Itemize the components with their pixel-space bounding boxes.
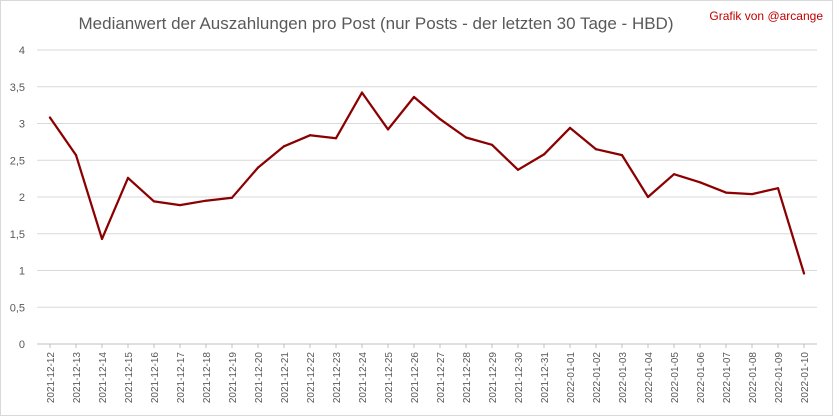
chart-credit: Grafik von @arcange [709,9,823,23]
x-tick-label: 2021-12-19 [228,352,239,404]
y-tick-label: 1 [19,266,25,278]
x-tick-label: 2022-01-07 [722,352,733,404]
x-tick-label: 2022-01-06 [696,352,707,404]
data-point [490,143,494,146]
data-point [178,203,182,207]
data-point [776,187,780,190]
data-point [152,200,156,203]
data-point [386,128,390,131]
x-tick-label: 2021-12-12 [46,352,57,404]
x-tick-label: 2022-01-02 [592,352,603,404]
series-line [48,91,806,275]
data-point [360,91,364,94]
data-point [308,134,312,137]
y-tick-label: 2 [19,192,25,204]
data-point [204,199,208,202]
data-point [230,196,234,199]
data-point [698,181,702,184]
y-tick-label: 4 [19,45,25,57]
data-point [724,191,728,194]
data-point [126,176,130,179]
y-tick-label: 0 [19,339,25,351]
x-tick-label: 2021-12-28 [462,352,473,404]
x-tick-label: 2021-12-23 [332,352,343,404]
x-tick-label: 2021-12-25 [384,352,395,404]
data-point [256,166,260,169]
x-axis-ticks: 2021-12-12 2021-12-13 2021-12-14 2021-12-15… [46,344,811,403]
data-point [568,126,572,130]
x-tick-label: 2021-12-26 [410,352,421,404]
x-tick-label: 2021-12-31 [540,352,551,404]
x-tick-label: 2022-01-01 [566,352,577,404]
x-tick-label: 2021-12-21 [280,352,291,404]
data-point [334,137,338,140]
x-tick-label: 2021-12-20 [254,352,265,404]
data-point [100,237,104,240]
x-tick-label: 2021-12-24 [358,352,369,404]
data-point [74,154,78,157]
data-point [672,173,676,176]
data-point [516,168,520,171]
y-tick-label: 3,5 [10,82,25,94]
data-point [646,195,650,199]
chart-title: Medianwert der Auszahlungen pro Post (nu… [79,14,674,33]
x-tick-label: 2022-01-04 [644,352,655,404]
x-tick-label: 2021-12-18 [202,352,213,404]
x-tick-label: 2022-01-10 [800,352,811,404]
y-tick-label: 2,5 [10,155,25,167]
data-point [464,136,468,139]
data-point [48,116,52,119]
x-tick-label: 2021-12-22 [306,352,317,404]
data-point [282,145,286,148]
data-point [802,272,806,275]
y-tick-label: 1,5 [10,229,25,241]
data-point [620,154,624,157]
x-tick-label: 2022-01-05 [670,352,681,404]
data-point [438,117,442,121]
x-tick-label: 2022-01-08 [748,352,759,404]
data-point [412,95,416,99]
y-axis-ticks: 0 0,5 1 1,5 2 2,5 3 3,5 4 [10,45,25,351]
x-tick-label: 2022-01-03 [618,352,629,404]
gridlines [37,49,817,345]
x-tick-label: 2021-12-16 [150,352,161,404]
x-tick-label: 2021-12-27 [436,352,447,404]
data-point [750,192,754,196]
y-tick-label: 3 [19,119,25,131]
x-tick-label: 2021-12-30 [514,352,525,404]
y-tick-label: 0,5 [10,302,25,314]
x-tick-label: 2021-12-15 [124,352,135,404]
x-tick-label: 2021-12-17 [176,352,187,404]
x-tick-label: 2021-12-13 [72,352,83,404]
x-tick-label: 2022-01-09 [774,352,785,404]
data-point [594,148,598,151]
data-point [542,153,546,156]
series-layer [48,91,806,275]
x-tick-label: 2021-12-29 [488,352,499,404]
x-tick-label: 2021-12-14 [98,352,109,404]
